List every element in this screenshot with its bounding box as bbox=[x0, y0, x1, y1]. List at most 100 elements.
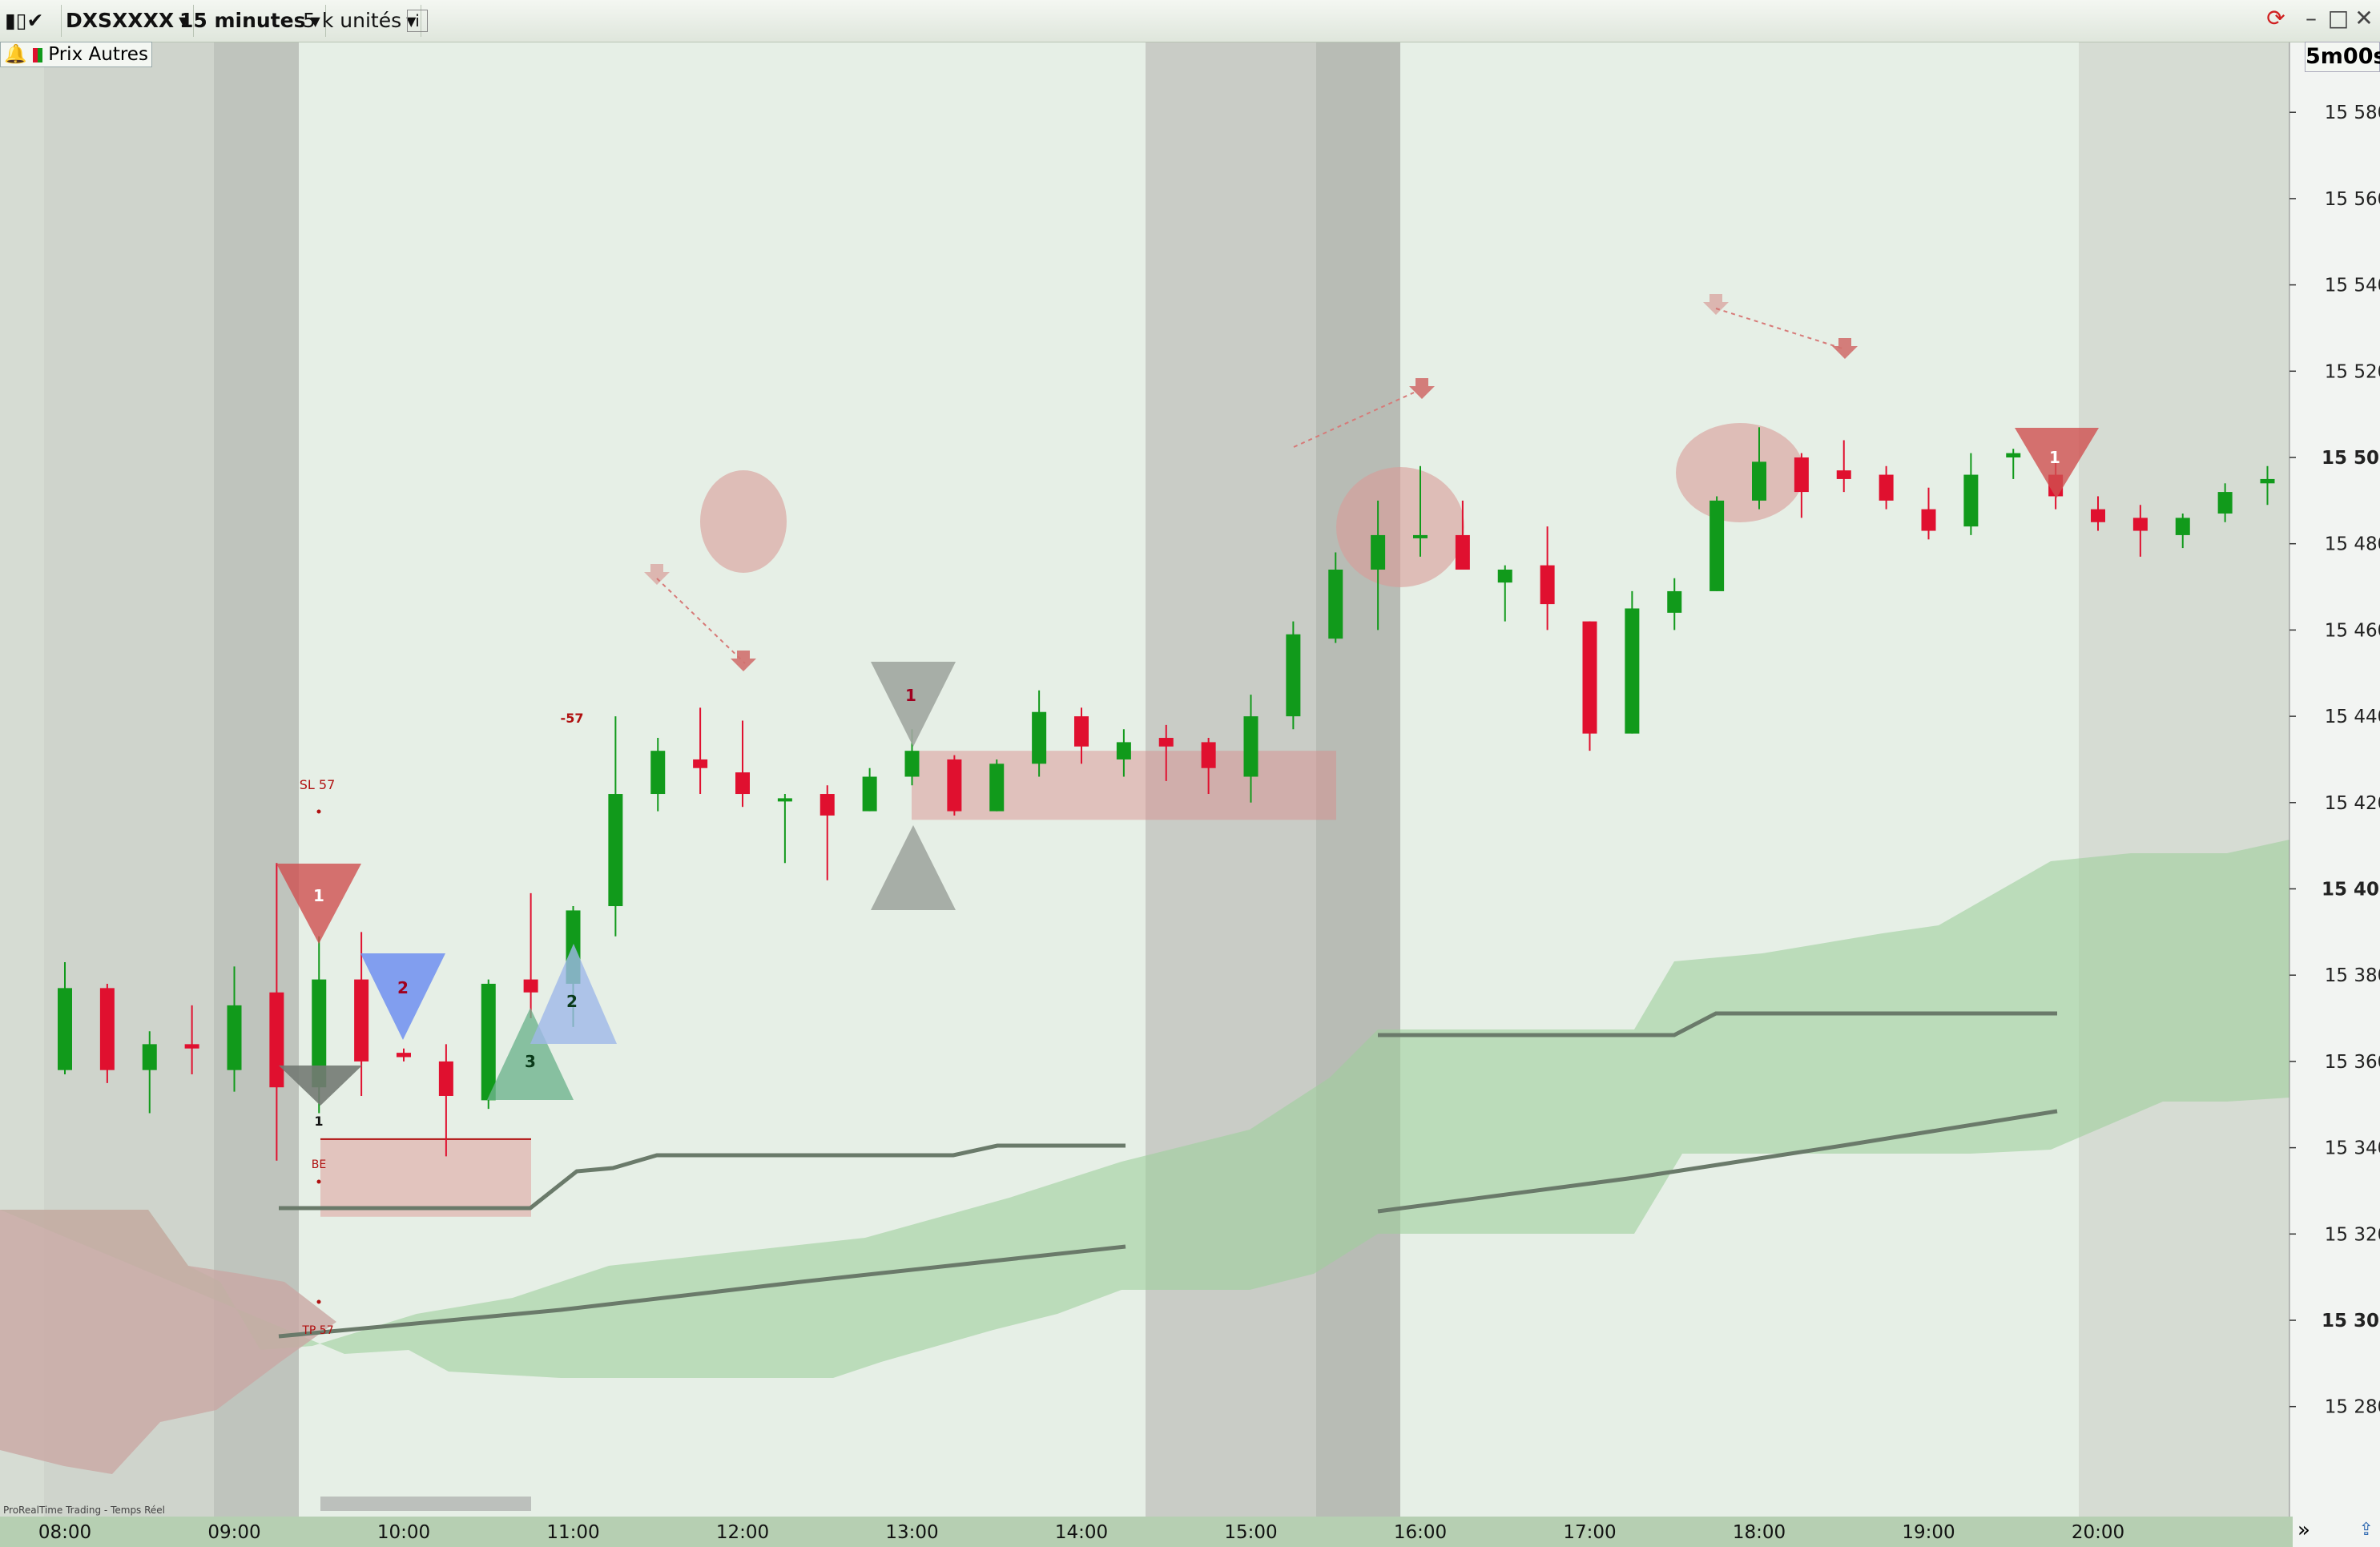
candle-body bbox=[2091, 509, 2105, 522]
price-tick-label: 15 360 bbox=[2325, 1052, 2380, 1073]
sell-signal-triangle bbox=[2015, 428, 2099, 498]
tenkan-line-2 bbox=[1377, 1109, 2058, 1214]
signal-label: 1 bbox=[313, 886, 324, 905]
candle-body bbox=[227, 1005, 242, 1070]
sell-signal-triangle bbox=[871, 662, 956, 747]
kijun-line-1 bbox=[279, 1143, 1126, 1211]
symbol-label: DXSXXXX bbox=[66, 9, 175, 32]
candle-body bbox=[1879, 474, 1894, 501]
candle-body bbox=[2006, 453, 2021, 457]
sell-signal-triangle bbox=[276, 864, 361, 944]
candle-body bbox=[904, 751, 920, 777]
volume-zone bbox=[320, 1497, 531, 1511]
price-tick-label: 15 460 bbox=[2325, 620, 2380, 641]
be-label: BE bbox=[312, 1158, 326, 1171]
candle-body bbox=[2132, 518, 2148, 531]
candle-body bbox=[1032, 711, 1047, 764]
signal-label: 2 bbox=[397, 978, 409, 997]
price-tick-label: 15 340 bbox=[2325, 1138, 2380, 1159]
chart-toolbar: ▮▯✔ DXSXXXX ▼ 15 minutes ▼ 5 k unités ▼ i ⟳… bbox=[0, 0, 2380, 42]
candle-body bbox=[99, 988, 115, 1070]
symbol-selector[interactable]: DXSXXXX ▼ bbox=[61, 5, 195, 37]
maximize-icon[interactable]: □ bbox=[2327, 5, 2350, 31]
candle-body bbox=[1116, 742, 1131, 759]
candle-body bbox=[58, 988, 72, 1070]
candle-body bbox=[269, 992, 284, 1088]
cloud-bull bbox=[0, 840, 2289, 1378]
level-dot bbox=[316, 1179, 321, 1184]
candle-body bbox=[397, 1053, 411, 1058]
timeframe-selector[interactable]: 15 minutes ▼ bbox=[175, 5, 326, 37]
candle-body bbox=[1836, 470, 1851, 479]
price-axis: 15 580 15 560 15 540 15 520 15 500 15 480 15 4… bbox=[2289, 42, 2380, 1517]
buy-signal-triangle bbox=[487, 1008, 574, 1100]
price-axis-bg bbox=[2289, 42, 2380, 1517]
candle-body bbox=[312, 979, 327, 1088]
candle-body bbox=[1413, 534, 1428, 538]
arrow-path-1 bbox=[656, 578, 746, 664]
ichimoku-cloud bbox=[0, 840, 2289, 1474]
close-icon[interactable]: ✕ bbox=[2354, 5, 2374, 31]
cloud-bear bbox=[0, 1210, 336, 1474]
session-band bbox=[2079, 42, 2289, 1517]
level-dot bbox=[316, 1299, 321, 1304]
tp-label: TP 57 bbox=[301, 1324, 333, 1337]
axis-corner: » ⇪ bbox=[2293, 1517, 2380, 1547]
legend-price[interactable]: Prix bbox=[48, 44, 83, 65]
kijun-line-2 bbox=[1378, 1011, 2057, 1037]
zones bbox=[320, 423, 1804, 1511]
candle-body bbox=[1709, 500, 1725, 591]
info-icon[interactable]: i bbox=[407, 10, 428, 32]
candle-body bbox=[2260, 478, 2275, 484]
legend-bar: 🔔 Prix Autres bbox=[0, 42, 152, 67]
candle-body bbox=[693, 759, 708, 768]
candle-body bbox=[142, 1044, 157, 1070]
candle-body bbox=[1582, 621, 1597, 734]
tenkan-line-1 bbox=[278, 1244, 1126, 1339]
candle-body bbox=[1921, 509, 1936, 531]
candle-body bbox=[650, 751, 666, 795]
candle-body bbox=[777, 798, 792, 802]
candle-body bbox=[1752, 461, 1766, 501]
candle-body bbox=[735, 772, 750, 795]
price-tick-label: 15 400 bbox=[2322, 880, 2380, 900]
candle-body bbox=[947, 759, 962, 812]
candle-body bbox=[989, 763, 1005, 812]
session-shading bbox=[0, 42, 2289, 1517]
candle-body bbox=[862, 776, 877, 812]
candle-body bbox=[1963, 474, 1979, 527]
auto-scale-icon[interactable]: ⇪ bbox=[2358, 1520, 2374, 1540]
price-tick-label: 15 280 bbox=[2325, 1397, 2380, 1418]
candle-body bbox=[1328, 570, 1343, 639]
units-selector[interactable]: 5 k unités ▼ bbox=[298, 5, 422, 37]
price-tick-label: 15 380 bbox=[2325, 965, 2380, 986]
level-dot bbox=[316, 809, 321, 814]
scroll-right-icon[interactable]: » bbox=[2297, 1518, 2310, 1542]
candle-body bbox=[481, 983, 496, 1101]
time-axis-bar bbox=[0, 1517, 2293, 1547]
highlight-circle bbox=[1676, 423, 1804, 522]
session-band bbox=[1316, 42, 1400, 1517]
down-arrow-icon bbox=[1409, 378, 1435, 399]
down-arrow-icon bbox=[1703, 294, 1729, 315]
highlight-circle bbox=[1336, 467, 1464, 587]
candle-body bbox=[1371, 534, 1386, 570]
alert-bell-icon[interactable]: 🔔 bbox=[4, 44, 27, 65]
chart-type-icon[interactable]: ▮▯✔ bbox=[0, 5, 62, 37]
candle-body bbox=[820, 794, 835, 816]
minimize-icon[interactable]: – bbox=[2305, 5, 2317, 31]
candle-body bbox=[1286, 634, 1301, 717]
signal-label: 3 bbox=[525, 1052, 536, 1071]
signal-markers: 1 2 3 2 1 1 1 SL 57 -57 BE TP 57 bbox=[276, 294, 2099, 1337]
legend-other[interactable]: Autres bbox=[88, 44, 148, 65]
down-arrow-icon bbox=[644, 564, 670, 585]
signal-label: 1 bbox=[314, 1114, 323, 1129]
down-arrow-icon bbox=[1832, 338, 1858, 359]
refresh-icon[interactable]: ⟳ bbox=[2266, 5, 2285, 31]
chevron-down-icon: ▼ bbox=[179, 14, 189, 29]
indicator-lines bbox=[278, 308, 2058, 1339]
signal-label: 2 bbox=[566, 992, 578, 1011]
price-tick-label: 15 420 bbox=[2325, 793, 2380, 814]
candle-body bbox=[1201, 742, 1216, 768]
